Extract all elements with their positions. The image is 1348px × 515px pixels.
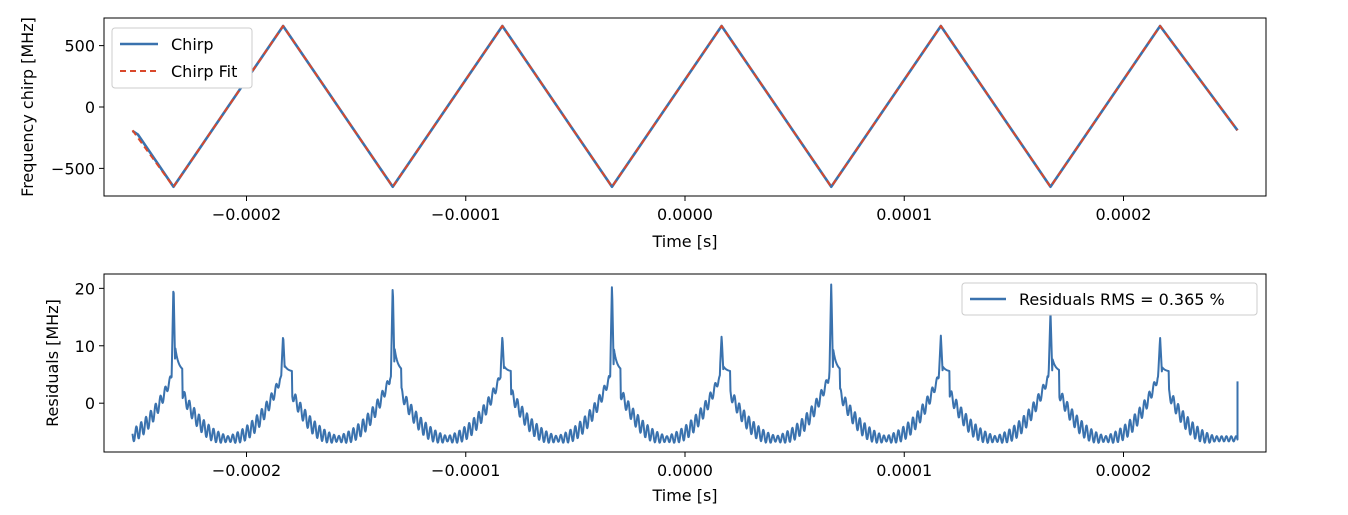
chirp-x-ticks: −0.0002 −0.0001 0.0000 0.0001 0.0002 (212, 196, 1151, 224)
residuals-x-tick-label: 0.0002 (1095, 461, 1151, 480)
chirp-x-tick-label: −0.0001 (431, 205, 500, 224)
chirp-legend: Chirp Chirp Fit (111, 27, 253, 89)
residuals-panel: −0.0002 −0.0001 0.0000 0.0001 0.0002 0 10 20 T… (43, 273, 1267, 505)
chirp-legend-label: Chirp (171, 35, 214, 54)
chirp-y-tick-label: 500 (64, 37, 95, 56)
residuals-series-group (131, 283, 1239, 444)
chirp-fit-series-line (131, 24, 1239, 188)
chirp-y-tick-label: 0 (85, 98, 95, 117)
residuals-series-line (131, 283, 1239, 444)
residuals-legend: Residuals RMS = 0.365 % (961, 282, 1258, 316)
chirp-x-tick-label: 0.0002 (1095, 205, 1151, 224)
residuals-y-tick-label: 10 (75, 337, 95, 356)
chirp-y-axis-label: Frequency chirp [MHz] (18, 17, 37, 197)
residuals-x-tick-label: 0.0001 (876, 461, 932, 480)
residuals-x-axis-label: Time [s] (651, 486, 717, 505)
residuals-x-tick-label: 0.0000 (657, 461, 713, 480)
residuals-y-axis-label: Residuals [MHz] (43, 299, 62, 427)
chirp-panel: −0.0002 −0.0001 0.0000 0.0001 0.0002 −500 0 50… (18, 17, 1267, 251)
residuals-legend-box (961, 282, 1258, 316)
residuals-x-tick-label: −0.0001 (431, 461, 500, 480)
residuals-x-tick-label: −0.0002 (212, 461, 281, 480)
chirp-y-ticks: −500 0 500 (51, 37, 104, 178)
residuals-legend-label: Residuals RMS = 0.365 % (1019, 290, 1225, 309)
residuals-x-ticks: −0.0002 −0.0001 0.0000 0.0001 0.0002 (212, 452, 1151, 480)
chirp-series-group (131, 24, 1239, 189)
residuals-y-ticks: 0 10 20 (75, 279, 104, 413)
chirp-x-tick-label: 0.0000 (657, 205, 713, 224)
residuals-y-tick-label: 0 (85, 394, 95, 413)
chirp-x-tick-label: 0.0001 (876, 205, 932, 224)
chirp-fit-legend-label: Chirp Fit (171, 62, 237, 81)
chirp-y-tick-label: −500 (51, 159, 95, 178)
residuals-y-tick-label: 20 (75, 279, 95, 298)
chirp-x-tick-label: −0.0002 (212, 205, 281, 224)
chirp-plot-frame (103, 17, 1267, 197)
chirp-series-line (131, 24, 1239, 189)
chirp-x-axis-label: Time [s] (651, 232, 717, 251)
